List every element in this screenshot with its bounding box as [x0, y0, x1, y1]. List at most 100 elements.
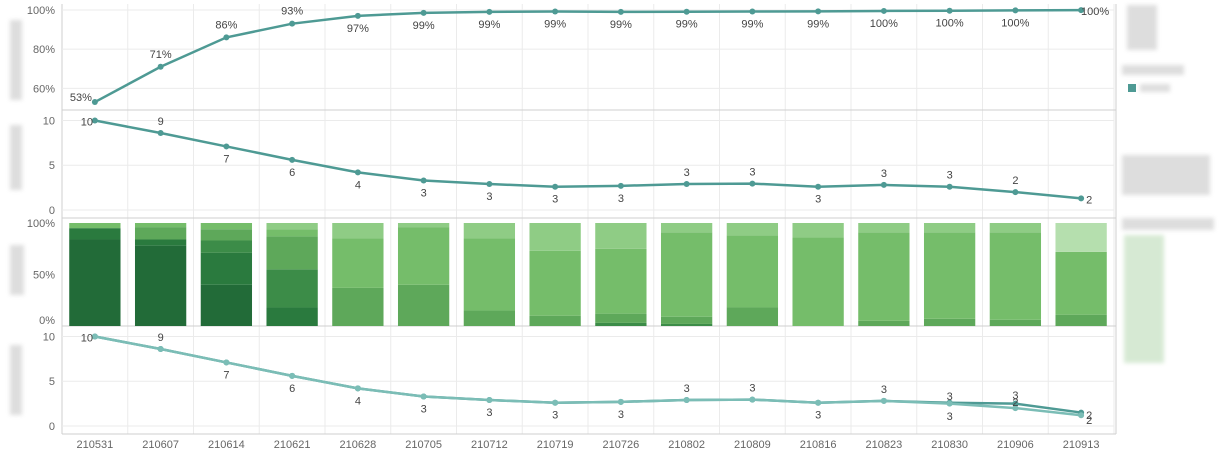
- x-tick-label: 210726: [603, 439, 640, 451]
- bar-segment: [858, 320, 910, 326]
- x-tick-label: 210906: [997, 439, 1034, 451]
- data-label: 71%: [150, 49, 172, 61]
- bar-segment: [858, 232, 910, 321]
- data-point: [1012, 7, 1019, 14]
- data-label: 99%: [610, 19, 632, 31]
- data-point: [880, 397, 887, 404]
- bar-segment: [463, 238, 516, 311]
- bar-segment: [266, 269, 318, 308]
- y-tick-label: 100%: [27, 218, 55, 230]
- data-label: 100%: [936, 18, 964, 30]
- data-point: [223, 143, 230, 150]
- data-point: [486, 8, 493, 15]
- data-label: 2: [1086, 194, 1092, 206]
- bar-segment: [792, 237, 844, 326]
- redacted-legend-6: [1124, 235, 1164, 363]
- x-tick-label: 210614: [208, 439, 245, 451]
- bar-segment: [332, 238, 384, 288]
- bar-segment: [989, 232, 1042, 320]
- series-line-0: [94, 119, 1082, 200]
- bar-segment: [529, 250, 581, 316]
- data-label: 3: [684, 383, 690, 395]
- data-point: [1012, 400, 1019, 407]
- bar-segment: [332, 287, 384, 326]
- bar-segment: [200, 240, 253, 253]
- data-label: 3: [552, 194, 558, 206]
- data-point: [354, 385, 361, 392]
- redacted-axis-title-2: [10, 125, 22, 190]
- data-label: 3: [486, 191, 492, 203]
- data-label: 99%: [741, 19, 763, 31]
- y-tick-label: 50%: [33, 270, 55, 282]
- data-point: [946, 183, 953, 190]
- x-tick-label: 210705: [405, 439, 442, 451]
- data-label: 2: [1012, 397, 1018, 409]
- data-point: [617, 398, 624, 405]
- redacted-axis-title-1: [10, 20, 22, 100]
- x-tick-label: 210712: [471, 439, 508, 451]
- bar-segment: [200, 229, 253, 241]
- percent-line-panel: 60% 80% 100% 53% 71% 86% 93% 97% 99% 99% 99% 99% 99%…: [27, 5, 1114, 106]
- bar-segment: [134, 227, 187, 240]
- data-point: [617, 8, 624, 15]
- bar-segment: [595, 248, 647, 314]
- data-point: [683, 181, 690, 188]
- data-point: [354, 12, 361, 19]
- data-point: [880, 7, 887, 14]
- data-point: [946, 7, 953, 14]
- data-label: 3: [1012, 390, 1018, 402]
- data-point: [157, 63, 164, 70]
- bar-segment: [923, 232, 976, 319]
- data-label: 99%: [478, 19, 500, 31]
- y-tick-label: 5: [49, 376, 55, 388]
- series-line-1: [94, 335, 1082, 417]
- data-label: 3: [421, 403, 427, 415]
- bar-segment: [595, 223, 647, 249]
- data-label: 10: [81, 116, 93, 128]
- bar-segment: [595, 313, 647, 323]
- bar-segment: [200, 223, 253, 230]
- bar-segment: [529, 315, 581, 326]
- redacted-axis-title-3: [10, 245, 24, 295]
- data-label: 3: [421, 187, 427, 199]
- x-tick-label: 210607: [142, 439, 179, 451]
- bar-segment: [1055, 251, 1107, 315]
- y-tick-label: 60%: [33, 83, 55, 95]
- data-point: [486, 181, 493, 188]
- data-label: 7: [223, 369, 229, 381]
- data-point: [486, 397, 493, 404]
- data-point: [880, 181, 887, 188]
- data-point: [354, 169, 361, 176]
- data-label: 3: [947, 411, 953, 423]
- bar-segment: [69, 223, 121, 229]
- data-point: [749, 8, 756, 15]
- redacted-legend-4: [1122, 155, 1210, 195]
- data-label: 3: [815, 410, 821, 422]
- bar-segment: [792, 223, 844, 238]
- data-label: 2: [1086, 415, 1092, 427]
- y-tick-label: 100%: [27, 5, 55, 17]
- bar-segment: [397, 284, 450, 326]
- redacted-legend-2: [1122, 65, 1184, 75]
- bar-segment: [923, 223, 976, 233]
- data-point: [1078, 7, 1085, 14]
- bar-segment: [726, 307, 779, 326]
- bar-segment: [397, 227, 450, 285]
- redacted-legend-5: [1122, 218, 1214, 230]
- data-label: 4: [355, 179, 361, 191]
- data-label: 3: [881, 168, 887, 180]
- bar-segment: [595, 322, 647, 326]
- x-tick-label: 210802: [668, 439, 705, 451]
- bar-segment: [134, 239, 187, 246]
- y-tick-label: 0: [49, 205, 55, 217]
- data-point: [815, 8, 822, 15]
- x-tick-label: 210816: [800, 439, 837, 451]
- bar-segment: [69, 239, 121, 326]
- y-tick-label: 5: [49, 160, 55, 172]
- bar-segment: [463, 310, 516, 326]
- x-axis: 210531 210607 210614 210621 210628 210705 2107…: [77, 439, 1100, 451]
- bar-segment: [726, 235, 779, 308]
- data-label: 99%: [807, 18, 829, 30]
- data-point: [749, 396, 756, 403]
- data-point: [1012, 405, 1019, 412]
